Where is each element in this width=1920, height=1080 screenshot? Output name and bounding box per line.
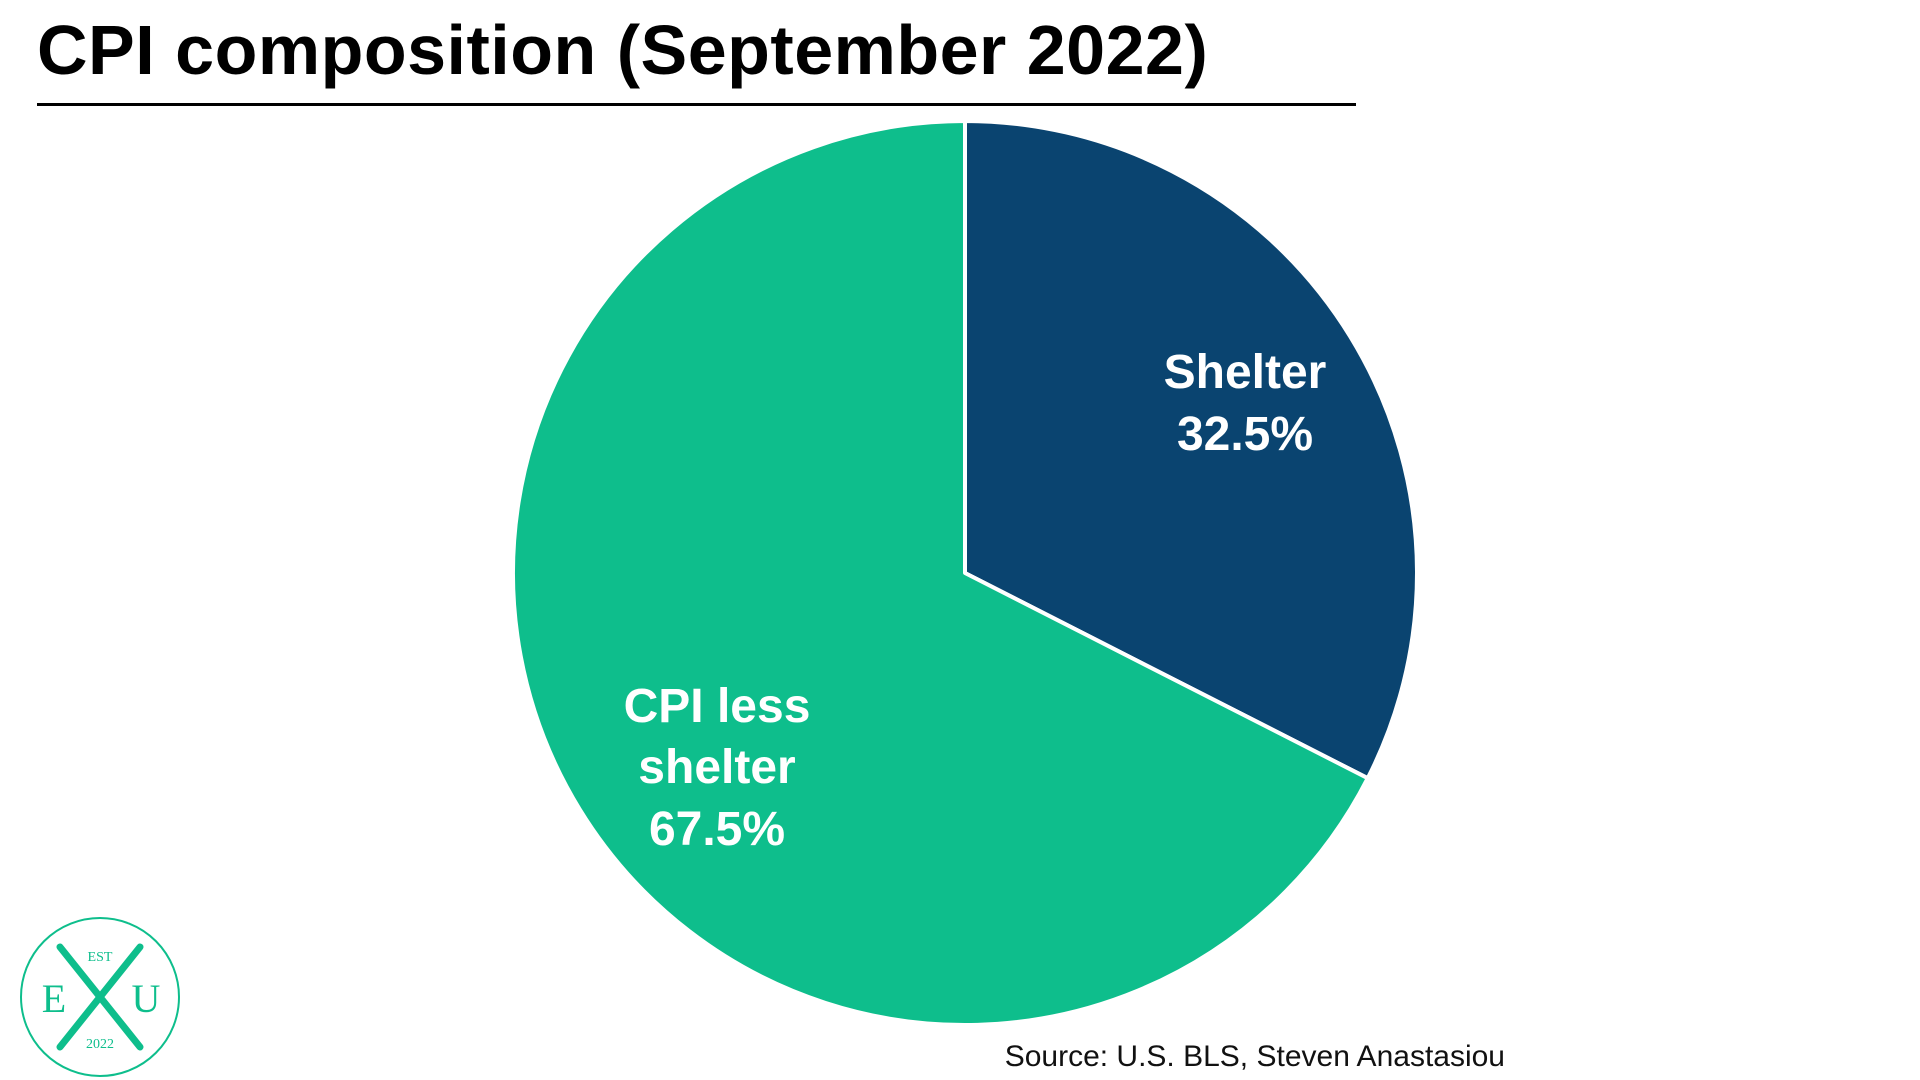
pie-slices xyxy=(511,119,1419,1027)
slice-label-cpi-less-shelter-name-line2: shelter xyxy=(638,741,795,794)
logo-e-letter: E xyxy=(42,976,66,1021)
slice-label-cpi-less-shelter-value: 67.5% xyxy=(649,803,785,856)
slice-label-shelter-value: 32.5% xyxy=(1177,408,1313,461)
logo-est-text: EST xyxy=(88,950,113,965)
exu-logo: EST E U 2022 xyxy=(20,917,180,1077)
slice-label-cpi-less-shelter-name-line1: CPI less xyxy=(624,680,811,733)
chart-title: CPI composition (September 2022) xyxy=(37,11,1209,89)
pie-slice-cpi-less-shelter xyxy=(511,119,1370,1027)
logo-u-letter: U xyxy=(132,976,161,1021)
logo-cross-icon xyxy=(56,943,144,1051)
pie-slice-shelter xyxy=(963,119,1419,781)
logo-year-text: 2022 xyxy=(86,1037,114,1052)
slice-label-shelter-name: Shelter xyxy=(1164,346,1327,399)
title-underline xyxy=(37,103,1356,106)
logo-ring xyxy=(20,917,180,1077)
source-note: Source: U.S. BLS, Steven Anastasiou xyxy=(1004,1040,1505,1073)
